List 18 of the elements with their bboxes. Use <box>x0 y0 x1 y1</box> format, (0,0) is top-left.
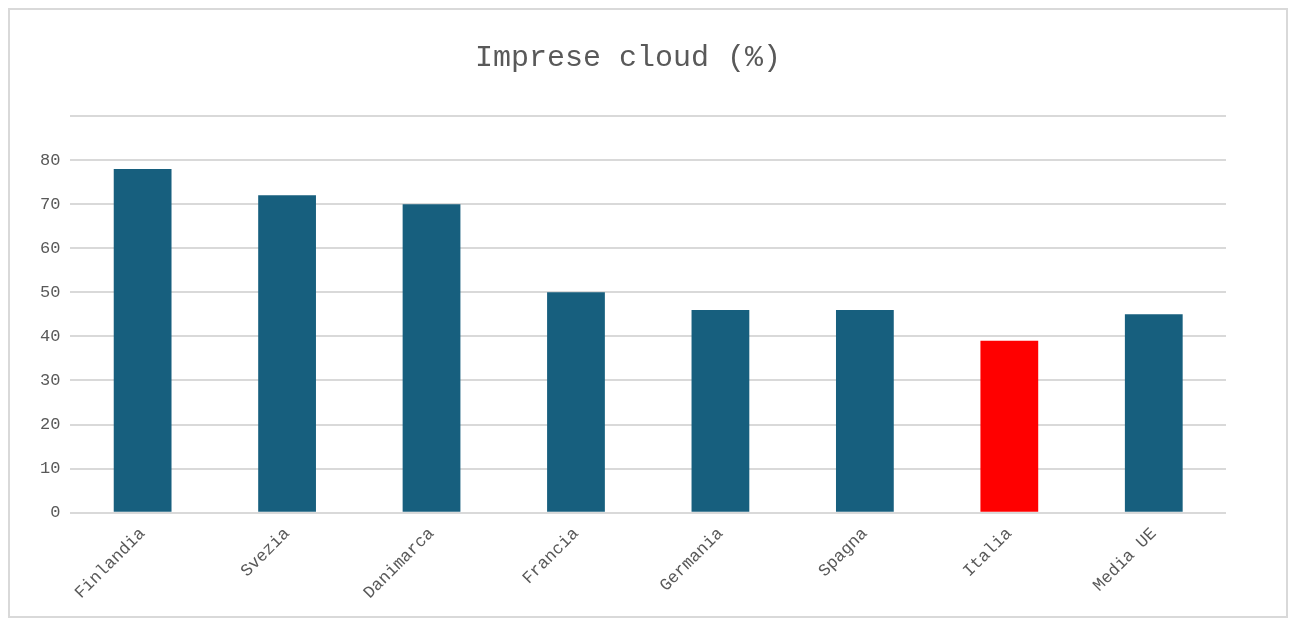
bar <box>835 309 894 512</box>
chart-title: Imprese cloud (%) <box>474 40 782 75</box>
y-tick-label: 30 <box>40 370 61 390</box>
y-tick-label: 20 <box>40 415 61 435</box>
bar <box>402 204 461 512</box>
bar <box>1124 314 1183 512</box>
y-tick-label: 50 <box>40 282 61 302</box>
bar <box>258 195 316 512</box>
y-tick-label: 70 <box>40 194 61 214</box>
y-tick-label: 10 <box>40 459 61 479</box>
y-tick-label: 80 <box>40 150 61 170</box>
bar <box>547 292 605 512</box>
bar <box>113 168 172 512</box>
y-tick-label: 60 <box>40 238 61 258</box>
y-tick-label: 0 <box>50 503 61 523</box>
bar <box>980 340 1039 512</box>
y-tick-label: 40 <box>40 326 61 346</box>
bar <box>691 309 750 512</box>
